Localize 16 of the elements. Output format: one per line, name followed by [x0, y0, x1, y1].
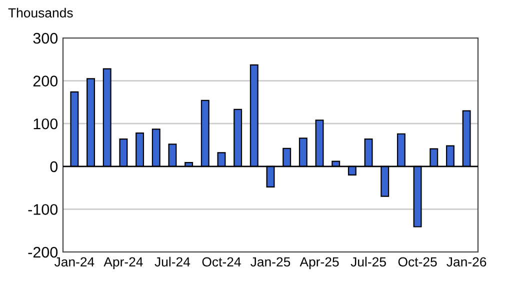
x-tick-label: Jan-25: [250, 257, 290, 267]
x-tick-label: Oct-24: [202, 257, 241, 267]
y-tick-label: 0: [50, 161, 58, 172]
x-tick-label: Jul-25: [350, 256, 386, 267]
y-tick-label: -100: [28, 204, 58, 215]
y-axis-title: Thousands: [8, 8, 73, 18]
y-tick-label: 200: [33, 76, 58, 86]
x-tick-label: Apr-24: [104, 257, 143, 270]
x-tick-label: Apr-25: [300, 257, 339, 270]
x-tick-label: Jan-26: [446, 257, 486, 267]
x-tick-label: Jul-24: [154, 256, 190, 267]
y-tick-label: 300: [33, 32, 58, 44]
x-tick-label: Jan-24: [54, 257, 94, 267]
x-tick-label: Oct-25: [398, 257, 437, 267]
y-tick-label: 100: [34, 118, 58, 130]
y-tick-label: -200: [28, 246, 58, 258]
